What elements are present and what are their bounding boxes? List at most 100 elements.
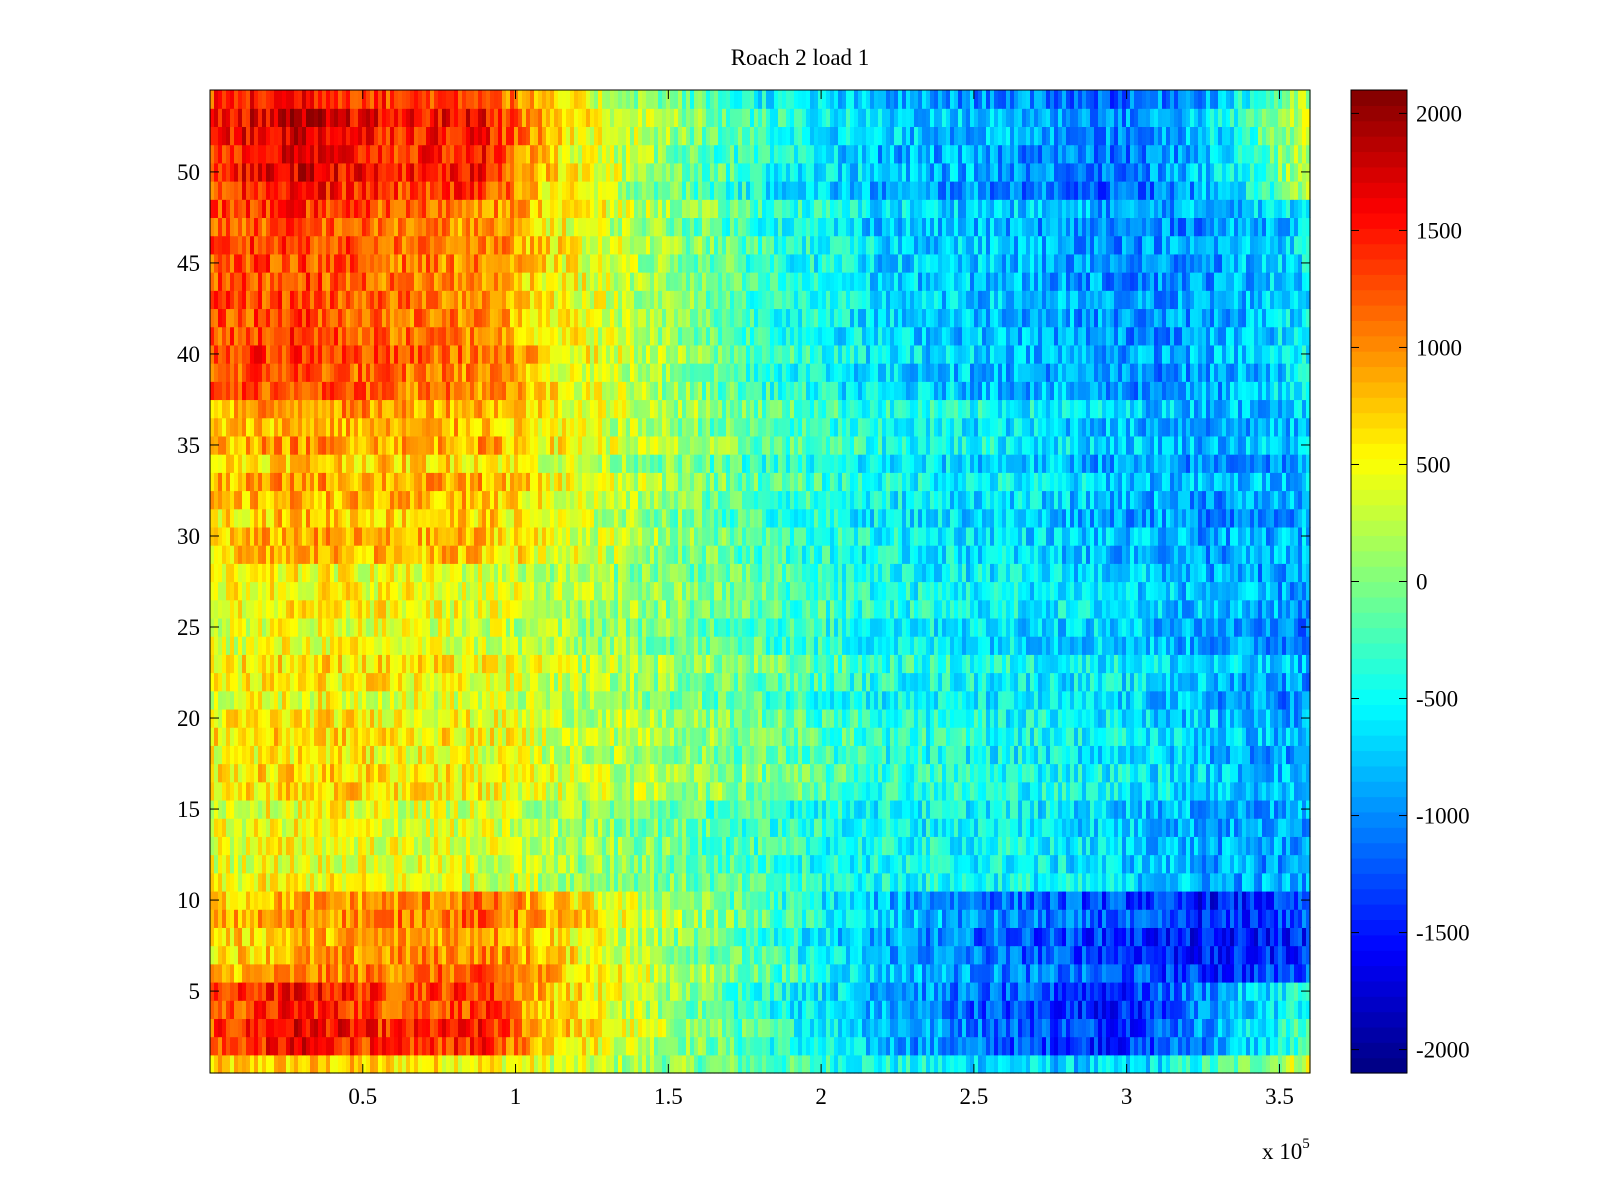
- heatmap-cell: [266, 1000, 271, 1019]
- heatmap-cell: [446, 927, 451, 947]
- heatmap-cell: [958, 1018, 963, 1038]
- heatmap-cell: [1278, 872, 1283, 892]
- heatmap-cell: [958, 1000, 963, 1019]
- heatmap-cell: [1266, 745, 1271, 765]
- heatmap-cell: [426, 836, 431, 856]
- heatmap-cell: [774, 745, 779, 765]
- heatmap-cell: [698, 763, 703, 783]
- heatmap-cell: [694, 818, 699, 837]
- heatmap-cell: [1006, 745, 1011, 765]
- heatmap-cell: [254, 945, 259, 965]
- heatmap-cell: [750, 981, 755, 1001]
- heatmap-cell: [590, 1018, 595, 1038]
- heatmap-cell: [902, 909, 907, 928]
- heatmap-cell: [470, 890, 475, 910]
- heatmap-cell: [690, 745, 695, 765]
- heatmap-cell: [854, 1000, 859, 1019]
- heatmap-cell: [718, 781, 723, 801]
- heatmap-cell: [718, 1036, 723, 1056]
- heatmap-cell: [274, 1054, 279, 1074]
- heatmap-cell: [1218, 1018, 1223, 1038]
- heatmap-cell: [406, 963, 411, 983]
- heatmap-cell: [782, 909, 787, 928]
- heatmap-cell: [286, 981, 291, 1001]
- heatmap-cell: [726, 890, 731, 910]
- heatmap-cell: [882, 1018, 887, 1038]
- heatmap-cell: [842, 763, 847, 783]
- heatmap-cell: [1146, 854, 1151, 874]
- heatmap-cell: [842, 981, 847, 1001]
- heatmap-cell: [334, 945, 339, 965]
- heatmap-cell: [490, 799, 495, 819]
- heatmap-cell: [1026, 909, 1031, 928]
- heatmap-cell: [430, 1036, 435, 1056]
- heatmap-cell: [410, 799, 415, 819]
- heatmap-cell: [1222, 909, 1227, 928]
- heatmap-cell: [1006, 909, 1011, 928]
- heatmap-cell: [378, 1018, 383, 1038]
- heatmap-cell: [1058, 745, 1063, 765]
- heatmap-cell: [1130, 963, 1135, 983]
- heatmap-cell: [1010, 745, 1015, 765]
- heatmap-cell: [334, 781, 339, 801]
- heatmap-cell: [1178, 763, 1183, 783]
- heatmap-cell: [534, 836, 539, 856]
- heatmap-cell: [918, 1018, 923, 1038]
- heatmap-cell: [778, 836, 783, 856]
- heatmap-cell: [1026, 818, 1031, 837]
- heatmap-cell: [718, 945, 723, 965]
- heatmap-cell: [594, 818, 599, 837]
- heatmap-cell: [890, 1000, 895, 1019]
- heatmap-cell: [858, 799, 863, 819]
- heatmap-cell: [662, 1000, 667, 1019]
- heatmap-cell: [1206, 781, 1211, 801]
- heatmap-cell: [846, 818, 851, 837]
- heatmap-cell: [530, 963, 535, 983]
- heatmap-cell: [1066, 763, 1071, 783]
- heatmap-cell: [606, 745, 611, 765]
- heatmap-cell: [246, 799, 251, 819]
- heatmap-cell: [898, 909, 903, 928]
- heatmap-cell: [538, 890, 543, 910]
- heatmap-cell: [1070, 1018, 1075, 1038]
- heatmap-cell: [730, 909, 735, 928]
- heatmap-cell: [610, 909, 615, 928]
- heatmap-cell: [806, 799, 811, 819]
- heatmap-cell: [874, 781, 879, 801]
- heatmap-cell: [594, 890, 599, 910]
- heatmap-cell: [326, 745, 331, 765]
- heatmap-cell: [1130, 927, 1135, 947]
- heatmap-cell: [554, 818, 559, 837]
- heatmap-cell: [646, 890, 651, 910]
- heatmap-cell: [346, 1000, 351, 1019]
- heatmap-cell: [990, 909, 995, 928]
- heatmap-cell: [1298, 799, 1303, 819]
- heatmap-cell: [1050, 1036, 1055, 1056]
- heatmap-cell: [306, 890, 311, 910]
- heatmap-cell: [430, 909, 435, 928]
- heatmap-cell: [602, 763, 607, 783]
- heatmap-cell: [682, 963, 687, 983]
- heatmap-cell: [1158, 1018, 1163, 1038]
- heatmap-cell: [666, 1018, 671, 1038]
- heatmap-cell: [598, 1000, 603, 1019]
- heatmap-cell: [610, 781, 615, 801]
- heatmap-cell: [950, 818, 955, 837]
- heatmap-cell: [346, 981, 351, 1001]
- heatmap-cell: [430, 945, 435, 965]
- heatmap-cell: [418, 854, 423, 874]
- heatmap-cell: [1226, 836, 1231, 856]
- heatmap-cell: [882, 799, 887, 819]
- heatmap-cell: [1230, 836, 1235, 856]
- heatmap-cell: [902, 799, 907, 819]
- heatmap-cell: [810, 745, 815, 765]
- heatmap-cell: [602, 963, 607, 983]
- heatmap-cell: [362, 836, 367, 856]
- heatmap-cell: [1158, 963, 1163, 983]
- heatmap-cell: [834, 890, 839, 910]
- heatmap-cell: [422, 745, 427, 765]
- heatmap-cell: [862, 781, 867, 801]
- heatmap-cell: [858, 818, 863, 837]
- heatmap-cell: [930, 927, 935, 947]
- heatmap-cell: [1298, 1000, 1303, 1019]
